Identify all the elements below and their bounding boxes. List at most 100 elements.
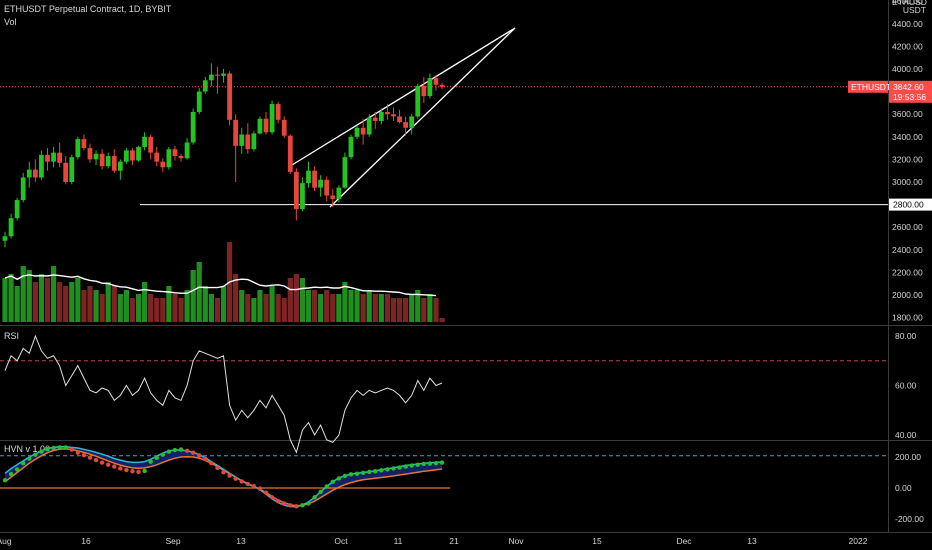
candle-body [293,171,299,210]
hvn-dot [81,452,87,458]
hvn-dot [184,448,190,453]
hvn-dot [166,449,172,454]
hvn-dot [14,467,20,472]
time-axis-label: 11 [394,536,403,546]
candle-body [130,150,135,161]
candle-body [348,136,354,158]
price-axis-top-label: ETHUSD [892,0,927,7]
time-axis-label: Dec [676,536,692,546]
hvn-dot [342,473,348,479]
hvn-dot [21,461,26,466]
candle-body [105,156,111,167]
hvn-dot [45,447,50,452]
price-tick-label: 4600.00 [892,0,923,6]
volume-bar [366,290,372,322]
hvn-dot [294,504,299,509]
volume-ma-line [4,274,437,297]
candle-body [111,156,117,171]
volume-bar [421,298,427,322]
volume-bar [269,286,275,322]
hvn-dot [239,479,244,484]
hvn-dot [318,489,323,495]
time-axis-label: 13 [236,536,246,546]
candle-body [51,152,56,162]
candle-body [227,73,232,120]
volume-bar [184,290,190,322]
volume-bar [384,294,391,322]
candle-body [57,152,63,163]
hvn-dot [233,476,238,481]
candle-body [336,187,342,199]
hvn-tick-label: 200.00 [895,452,921,462]
hvn-dot [354,471,360,476]
volume-bar [390,298,397,322]
currency-label: USDT [903,5,926,15]
volume-bar [81,290,87,322]
volume-bar [220,286,227,322]
price-tick-label: 1800.00 [892,313,923,323]
hvn-dot [172,447,178,453]
volume-bar [50,266,57,322]
hvn-dot [39,449,44,454]
volume-bar [299,278,306,322]
chart-title: ETHUSDT Perpetual Contract, 1D, BYBIT [4,4,172,14]
hvn-dot [427,461,433,466]
volume-bar [69,282,75,322]
candle-body [14,200,20,219]
candle-body [354,127,360,137]
time-axis-label: 15 [592,536,602,546]
price-tick-label: 4400.00 [892,19,923,29]
wedge-lower-line [329,27,516,208]
hvn-dot [263,490,269,495]
price-tick-label: 2000.00 [892,290,923,300]
volume-bar [330,294,336,322]
volume-bar [396,298,403,322]
volume-bar [439,318,445,322]
hvn-dot [51,445,56,451]
hvn-dot [300,503,305,508]
candle-body [8,218,14,237]
candle-body [275,104,281,120]
candle-body [233,119,239,146]
hvn-dot [257,486,263,491]
volume-bar [378,294,384,322]
candle-body [93,153,99,160]
candle-body [2,236,8,241]
volume-bar [93,290,99,322]
rsi-tick-label: 60.00 [895,381,917,391]
hvn-dot [360,470,366,476]
candle-body [136,146,141,161]
time-axis-label: Sep [165,536,180,546]
candle-body [415,85,421,117]
volume-bar [111,286,117,322]
candle-body [190,111,196,143]
price-tick-label: 4000.00 [892,64,923,74]
volume-bar [57,282,63,322]
volume-bar [257,290,263,322]
candle-body [257,118,263,134]
hvn-dot [433,461,439,466]
hvn-dot [336,476,342,481]
hvn-dot [215,465,220,471]
rsi-line [4,334,443,454]
hvn-dot [275,498,281,504]
last-price-tag [889,80,932,103]
candle-body [318,179,324,188]
hvn-dot [421,461,427,467]
hvn-dot [197,453,202,458]
candle-body [75,139,81,158]
hvn-dot [367,469,372,475]
volume-bar [14,286,20,322]
candle-body [397,116,402,123]
volume-bar [336,294,342,322]
hvn-dot [8,471,14,477]
volume-bar [311,290,318,322]
hvn-dot [409,463,414,468]
hvn-tick-label: 0.00 [895,483,912,493]
price-tick-label: 2600.00 [892,222,923,232]
hvn-dot [282,501,287,506]
candle-body [32,169,38,178]
volume-bar [324,290,330,322]
countdown-text: 19:53:56 [893,92,926,102]
